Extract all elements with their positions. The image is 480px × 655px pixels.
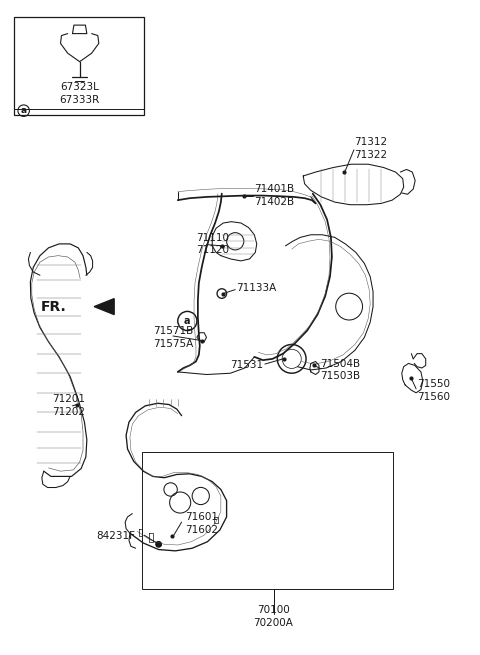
- Text: 84231F: 84231F: [96, 531, 136, 542]
- Text: 71401B
71402B: 71401B 71402B: [254, 184, 295, 207]
- Text: 71601
71602: 71601 71602: [185, 512, 218, 535]
- Text: 71571B
71575A: 71571B 71575A: [153, 326, 193, 348]
- Bar: [14, 17, 144, 115]
- Text: 67323L
67333R: 67323L 67333R: [60, 83, 100, 105]
- Bar: [142, 451, 393, 589]
- Circle shape: [156, 542, 161, 547]
- Text: a: a: [184, 316, 191, 326]
- Text: FR.: FR.: [40, 299, 66, 314]
- Text: 70100
70200A: 70100 70200A: [253, 605, 293, 627]
- Polygon shape: [94, 299, 114, 314]
- Text: 71312
71322: 71312 71322: [354, 137, 387, 160]
- Text: a: a: [21, 106, 27, 115]
- Text: 71133A: 71133A: [236, 284, 276, 293]
- Text: 71504B
71503B: 71504B 71503B: [321, 358, 360, 381]
- Text: 71110
71120: 71110 71120: [196, 233, 229, 255]
- Text: 71201
71202: 71201 71202: [52, 394, 85, 417]
- Text: 71531: 71531: [230, 360, 263, 370]
- Text: 71550
71560: 71550 71560: [417, 379, 450, 402]
